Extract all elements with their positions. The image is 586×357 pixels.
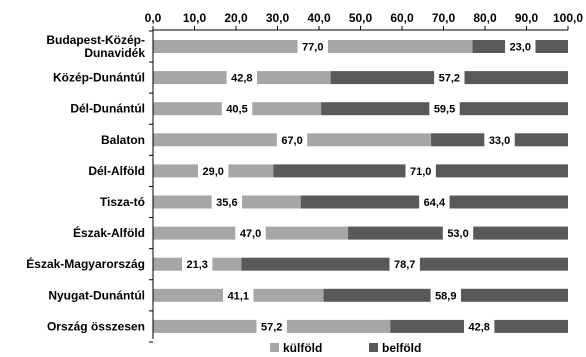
category-label: Észak-Alföld xyxy=(73,225,145,240)
data-label: 47,0 xyxy=(240,228,261,240)
data-label-bg xyxy=(211,194,243,210)
x-tick-label: 20,0 xyxy=(224,11,248,25)
bars-layer xyxy=(153,40,568,333)
data-label-bg xyxy=(197,162,229,179)
category-label: Tisza-tó xyxy=(100,195,145,209)
legend-label: külföld xyxy=(283,341,322,355)
data-label: 71,0 xyxy=(410,166,431,178)
data-label: 78,7 xyxy=(394,259,415,271)
x-tick-label: 70,0 xyxy=(432,11,456,25)
data-label-bg xyxy=(181,256,213,273)
data-label: 23,0 xyxy=(510,42,531,54)
legend-label: belföld xyxy=(382,341,421,355)
legend-swatch xyxy=(270,343,279,352)
data-label: 21,3 xyxy=(186,259,207,271)
data-label: 41,1 xyxy=(228,290,249,302)
category-label: Balaton xyxy=(101,133,145,147)
category-label: Közép-Dunántúl xyxy=(53,71,145,85)
category-label: Ország összesen xyxy=(47,319,145,333)
data-label-bg xyxy=(223,287,254,304)
category-label: Nyugat-Dunántúl xyxy=(48,288,145,302)
data-label-bg xyxy=(226,69,258,86)
category-label: Észak-Magyarország xyxy=(26,256,145,271)
legend: külföld belföld xyxy=(270,341,421,355)
data-label-bg xyxy=(297,38,328,55)
x-tick-label: 80,0 xyxy=(473,11,497,25)
category-label: Dél-Dunántúl xyxy=(70,102,145,116)
data-label-bg xyxy=(442,225,474,242)
data-label-bg xyxy=(430,287,461,304)
data-label-bg xyxy=(221,100,253,117)
data-label: 57,2 xyxy=(439,73,460,85)
data-label: 58,9 xyxy=(435,290,456,302)
data-labels-layer: 77,0 23,0 42,8 57,2 40,5 59,5 67,0 33,0 29,0 71,0… xyxy=(181,38,536,335)
category-label: Budapest-Közép-Dunavidék xyxy=(46,33,145,60)
data-label-bg xyxy=(429,100,460,117)
data-label: 29,0 xyxy=(202,166,223,178)
data-label: 53,0 xyxy=(447,228,468,240)
data-label-bg xyxy=(463,318,495,335)
data-label-bg xyxy=(405,162,436,179)
data-label-bg xyxy=(256,318,287,335)
category-label: Dél-Alföld xyxy=(88,164,145,178)
data-label: 35,6 xyxy=(216,197,237,209)
data-label: 57,2 xyxy=(261,321,282,333)
x-tick-label: 50,0 xyxy=(349,11,373,25)
category-axis: Budapest-Közép-Dunavidék Közép-Dunántúl Dé… xyxy=(26,30,153,343)
data-label: 67,0 xyxy=(281,135,302,147)
x-tick-label: 0,0 xyxy=(145,11,162,25)
data-label-bg xyxy=(276,131,308,148)
data-label-bg xyxy=(434,69,465,86)
x-tick-label: 40,0 xyxy=(307,11,331,25)
x-tick-label: 60,0 xyxy=(390,11,414,25)
legend-swatch xyxy=(369,343,378,352)
x-tick-label: 10,0 xyxy=(183,11,207,25)
data-label-bg xyxy=(235,225,266,242)
x-tick-label: 90,0 xyxy=(515,11,539,25)
x-axis: 0,0 10,0 20,0 30,0 40,0 50,0 60,0 70,0 80,0 90,0 1… xyxy=(145,11,583,339)
data-label: 77,0 xyxy=(302,42,323,54)
data-label-bg xyxy=(389,256,420,273)
data-label: 59,5 xyxy=(434,104,455,116)
data-label: 40,5 xyxy=(226,104,247,116)
data-label: 64,4 xyxy=(424,197,446,209)
x-tick-label: 30,0 xyxy=(266,11,290,25)
data-label: 42,8 xyxy=(468,321,489,333)
data-label: 42,8 xyxy=(231,73,252,85)
data-label-bg xyxy=(484,131,515,148)
data-label: 33,0 xyxy=(489,135,510,147)
data-label-bg xyxy=(505,38,536,55)
x-tick-label: 100,0 xyxy=(553,11,583,25)
data-label-bg xyxy=(419,194,450,210)
